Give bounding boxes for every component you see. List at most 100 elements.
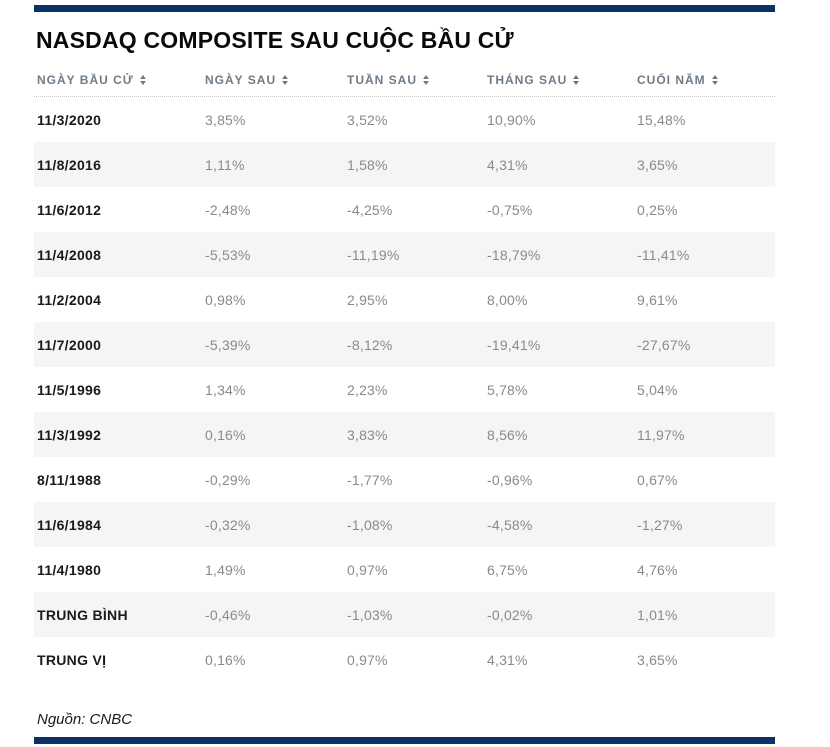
cell-value: 0,16%: [205, 651, 246, 668]
cell-value: -0,96%: [487, 471, 533, 488]
column-header-4[interactable]: CUỐI NĂM: [637, 73, 775, 87]
cell-value: 3,65%: [637, 651, 678, 668]
sort-icon: [139, 75, 146, 85]
cell-value: 3,85%: [205, 111, 246, 128]
cell-value: -0,32%: [205, 516, 251, 533]
data-table: NGÀY BẦU CỬ NGÀY SAU TUẦN SAU THÁNG SAU CUỐI…: [34, 64, 775, 682]
cell-value: 5,78%: [487, 381, 528, 398]
cell-value: 1,01%: [637, 606, 678, 623]
table-row: 11/3/1992 0,16% 3,83% 8,56% 11,97%: [34, 412, 775, 457]
cell-value: 6,75%: [487, 561, 528, 578]
column-header-label: THÁNG SAU: [487, 73, 568, 87]
cell-value: 0,25%: [637, 201, 678, 218]
row-label: 11/6/2012: [37, 201, 102, 218]
top-accent-bar: [34, 5, 775, 12]
cell-value: 0,98%: [205, 291, 246, 308]
table-row: 8/11/1988 -0,29% -1,77% -0,96% 0,67%: [34, 457, 775, 502]
cell-value: 10,90%: [487, 111, 536, 128]
cell-value: 1,58%: [347, 156, 388, 173]
table-row: 11/4/1980 1,49% 0,97% 6,75% 4,76%: [34, 547, 775, 592]
column-header-label: NGÀY BẦU CỬ: [37, 73, 134, 87]
cell-value: 8,56%: [487, 426, 528, 443]
cell-value: 15,48%: [637, 111, 686, 128]
cell-value: -4,58%: [487, 516, 533, 533]
cell-value: 11,97%: [637, 426, 685, 443]
cell-value: -27,67%: [637, 336, 691, 353]
cell-value: -11,19%: [347, 246, 400, 263]
table-row: 11/7/2000 -5,39% -8,12% -19,41% -27,67%: [34, 322, 775, 367]
row-label: 11/7/2000: [37, 336, 102, 353]
column-header-0[interactable]: NGÀY BẦU CỬ: [37, 73, 205, 87]
cell-value: 2,23%: [347, 381, 388, 398]
cell-value: -0,46%: [205, 606, 251, 623]
table-row: TRUNG VỊ 0,16% 0,97% 4,31% 3,65%: [34, 637, 775, 682]
row-label: 11/8/2016: [37, 156, 102, 173]
sort-icon: [282, 75, 289, 85]
cell-value: -1,03%: [347, 606, 393, 623]
row-label: 11/2/2004: [37, 291, 102, 308]
column-header-2[interactable]: TUẦN SAU: [347, 73, 487, 87]
column-header-label: TUẦN SAU: [347, 73, 417, 87]
table-row: 11/6/2012 -2,48% -4,25% -0,75% 0,25%: [34, 187, 775, 232]
source-note: Nguồn: CNBC: [37, 711, 133, 728]
cell-value: 4,31%: [487, 156, 528, 173]
row-label: 11/6/1984: [37, 516, 102, 533]
row-label: TRUNG BÌNH: [37, 606, 128, 623]
table-body: 11/3/2020 3,85% 3,52% 10,90% 15,48% 11/8/2016…: [34, 97, 775, 682]
row-label: 11/3/1992: [37, 426, 102, 443]
cell-value: -1,08%: [347, 516, 393, 533]
cell-value: 0,97%: [347, 561, 388, 578]
table-row: 11/8/2016 1,11% 1,58% 4,31% 3,65%: [34, 142, 775, 187]
cell-value: 0,97%: [347, 651, 388, 668]
cell-value: -0,75%: [487, 201, 533, 218]
table-row: 11/5/1996 1,34% 2,23% 5,78% 5,04%: [34, 367, 775, 412]
cell-value: 0,67%: [637, 471, 678, 488]
cell-value: 9,61%: [637, 291, 678, 308]
row-label: 11/5/1996: [37, 381, 102, 398]
row-label: 11/3/2020: [37, 111, 102, 128]
cell-value: 4,76%: [637, 561, 678, 578]
table-row: 11/2/2004 0,98% 2,95% 8,00% 9,61%: [34, 277, 775, 322]
cell-value: 1,34%: [205, 381, 246, 398]
row-label: TRUNG VỊ: [37, 651, 107, 668]
cell-value: -11,41%: [637, 246, 690, 263]
column-header-1[interactable]: NGÀY SAU: [205, 73, 347, 87]
cell-value: 2,95%: [347, 291, 388, 308]
cell-value: 3,52%: [347, 111, 388, 128]
bottom-accent-bar: [34, 737, 775, 744]
cell-value: -0,02%: [487, 606, 533, 623]
column-header-label: CUỐI NĂM: [637, 73, 706, 87]
table-row: 11/4/2008 -5,53% -11,19% -18,79% -11,41%: [34, 232, 775, 277]
cell-value: 0,16%: [205, 426, 246, 443]
sort-icon: [423, 75, 429, 85]
cell-value: -18,79%: [487, 246, 541, 263]
cell-value: -8,12%: [347, 336, 393, 353]
cell-value: -1,77%: [347, 471, 393, 488]
sort-icon: [573, 75, 580, 85]
cell-value: -5,53%: [205, 246, 251, 263]
table-header-row: NGÀY BẦU CỬ NGÀY SAU TUẦN SAU THÁNG SAU CUỐI…: [34, 64, 775, 97]
cell-value: 3,65%: [637, 156, 678, 173]
row-label: 11/4/1980: [37, 561, 102, 578]
column-header-label: NGÀY SAU: [205, 73, 277, 87]
table-row: 11/6/1984 -0,32% -1,08% -4,58% -1,27%: [34, 502, 775, 547]
table-row: TRUNG BÌNH -0,46% -1,03% -0,02% 1,01%: [34, 592, 775, 637]
row-label: 11/4/2008: [37, 246, 102, 263]
table-row: 11/3/2020 3,85% 3,52% 10,90% 15,48%: [34, 97, 775, 142]
cell-value: 3,83%: [347, 426, 388, 443]
cell-value: 1,49%: [205, 561, 246, 578]
cell-value: -5,39%: [205, 336, 251, 353]
row-label: 8/11/1988: [37, 471, 102, 488]
column-header-3[interactable]: THÁNG SAU: [487, 73, 637, 87]
cell-value: -2,48%: [205, 201, 251, 218]
page-title: NASDAQ COMPOSITE SAU CUỘC BẦU CỬ: [36, 27, 514, 53]
sort-icon: [711, 75, 718, 85]
cell-value: -0,29%: [205, 471, 251, 488]
cell-value: 4,31%: [487, 651, 528, 668]
cell-value: 8,00%: [487, 291, 528, 308]
cell-value: -1,27%: [637, 516, 683, 533]
cell-value: 5,04%: [637, 381, 678, 398]
cell-value: -4,25%: [347, 201, 393, 218]
cell-value: 1,11%: [205, 156, 245, 173]
